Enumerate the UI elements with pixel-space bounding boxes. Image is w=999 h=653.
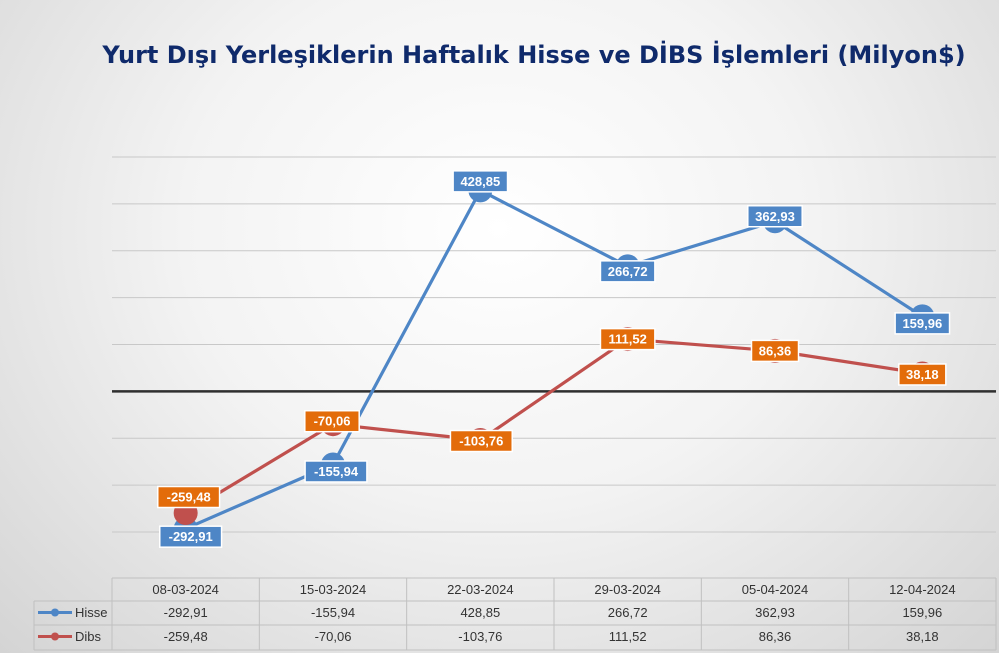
data-label-dibs: 111,52 bbox=[609, 332, 647, 347]
series-lines bbox=[184, 188, 924, 531]
data-label-dibs: -259,48 bbox=[167, 490, 211, 505]
data-label-hisse: 428,85 bbox=[460, 174, 500, 189]
table-header-cell: 15-03-2024 bbox=[300, 582, 367, 597]
data-label-hisse: -155,94 bbox=[314, 464, 359, 479]
series-line-hisse bbox=[185, 188, 924, 531]
data-label-box bbox=[599, 260, 656, 283]
chart-title: Yurt Dışı Yerleşiklerin Haftalık Hisse v… bbox=[101, 40, 965, 69]
data-label-dibs: 86,36 bbox=[759, 343, 792, 358]
data-label-hisse: -292,91 bbox=[169, 529, 213, 544]
data-label-box bbox=[304, 409, 360, 433]
data-label-dibs: -70,06 bbox=[314, 414, 351, 429]
table-value-cell: -70,06 bbox=[315, 629, 352, 644]
data-label-box bbox=[449, 429, 513, 453]
table-value-cell: -259,48 bbox=[164, 629, 208, 644]
legend-key-marker bbox=[51, 632, 59, 641]
table-header-cell: 12-04-2024 bbox=[889, 582, 956, 597]
data-label-box bbox=[157, 485, 221, 509]
table-value-cell: 38,18 bbox=[906, 629, 939, 644]
table-value-cell: 266,72 bbox=[608, 605, 648, 620]
table-value-cell: -155,94 bbox=[311, 605, 355, 620]
data-label-dibs: -103,76 bbox=[459, 434, 503, 449]
table-value-cell: 428,85 bbox=[460, 605, 500, 620]
data-label-box bbox=[304, 460, 368, 483]
data-label-box bbox=[894, 312, 951, 335]
legend-entry-hisse: Hisse bbox=[75, 605, 108, 620]
legend-key-marker bbox=[51, 608, 59, 617]
table-value-cell: 111,52 bbox=[609, 629, 647, 644]
data-label-box bbox=[898, 363, 947, 386]
legend-entry-dibs: Dibs bbox=[75, 629, 102, 644]
data-labels: -292,91 -155,94 428,85 266,72 362,93 159,96 -2… bbox=[157, 170, 951, 548]
table-header-cell: 08-03-2024 bbox=[152, 582, 219, 597]
data-label-hisse: 159,96 bbox=[902, 316, 942, 331]
table-value-cell: 362,93 bbox=[755, 605, 795, 620]
table-header-cell: 22-03-2024 bbox=[447, 582, 514, 597]
data-label-hisse: 362,93 bbox=[755, 209, 795, 224]
table-value-cell: 159,96 bbox=[902, 605, 942, 620]
data-label-box bbox=[750, 339, 800, 363]
table-header-cell: 29-03-2024 bbox=[594, 582, 661, 597]
data-label-box bbox=[747, 205, 803, 228]
table-value-cell: 86,36 bbox=[759, 629, 792, 644]
table-value-cell: -292,91 bbox=[164, 605, 208, 620]
series-line-dibs bbox=[184, 337, 923, 515]
data-label-hisse: 266,72 bbox=[608, 264, 648, 279]
data-label-box bbox=[599, 327, 656, 351]
table-header-cell: 05-04-2024 bbox=[742, 582, 809, 597]
data-table: 08-03-2024 15-03-2024 22-03-2024 29-03-2024… bbox=[33, 577, 997, 651]
data-label-box bbox=[159, 525, 223, 548]
data-label-box bbox=[452, 170, 509, 193]
data-label-dibs: 38,18 bbox=[906, 367, 939, 382]
data-markers bbox=[173, 178, 935, 541]
table-value-cell: -103,76 bbox=[458, 629, 502, 644]
